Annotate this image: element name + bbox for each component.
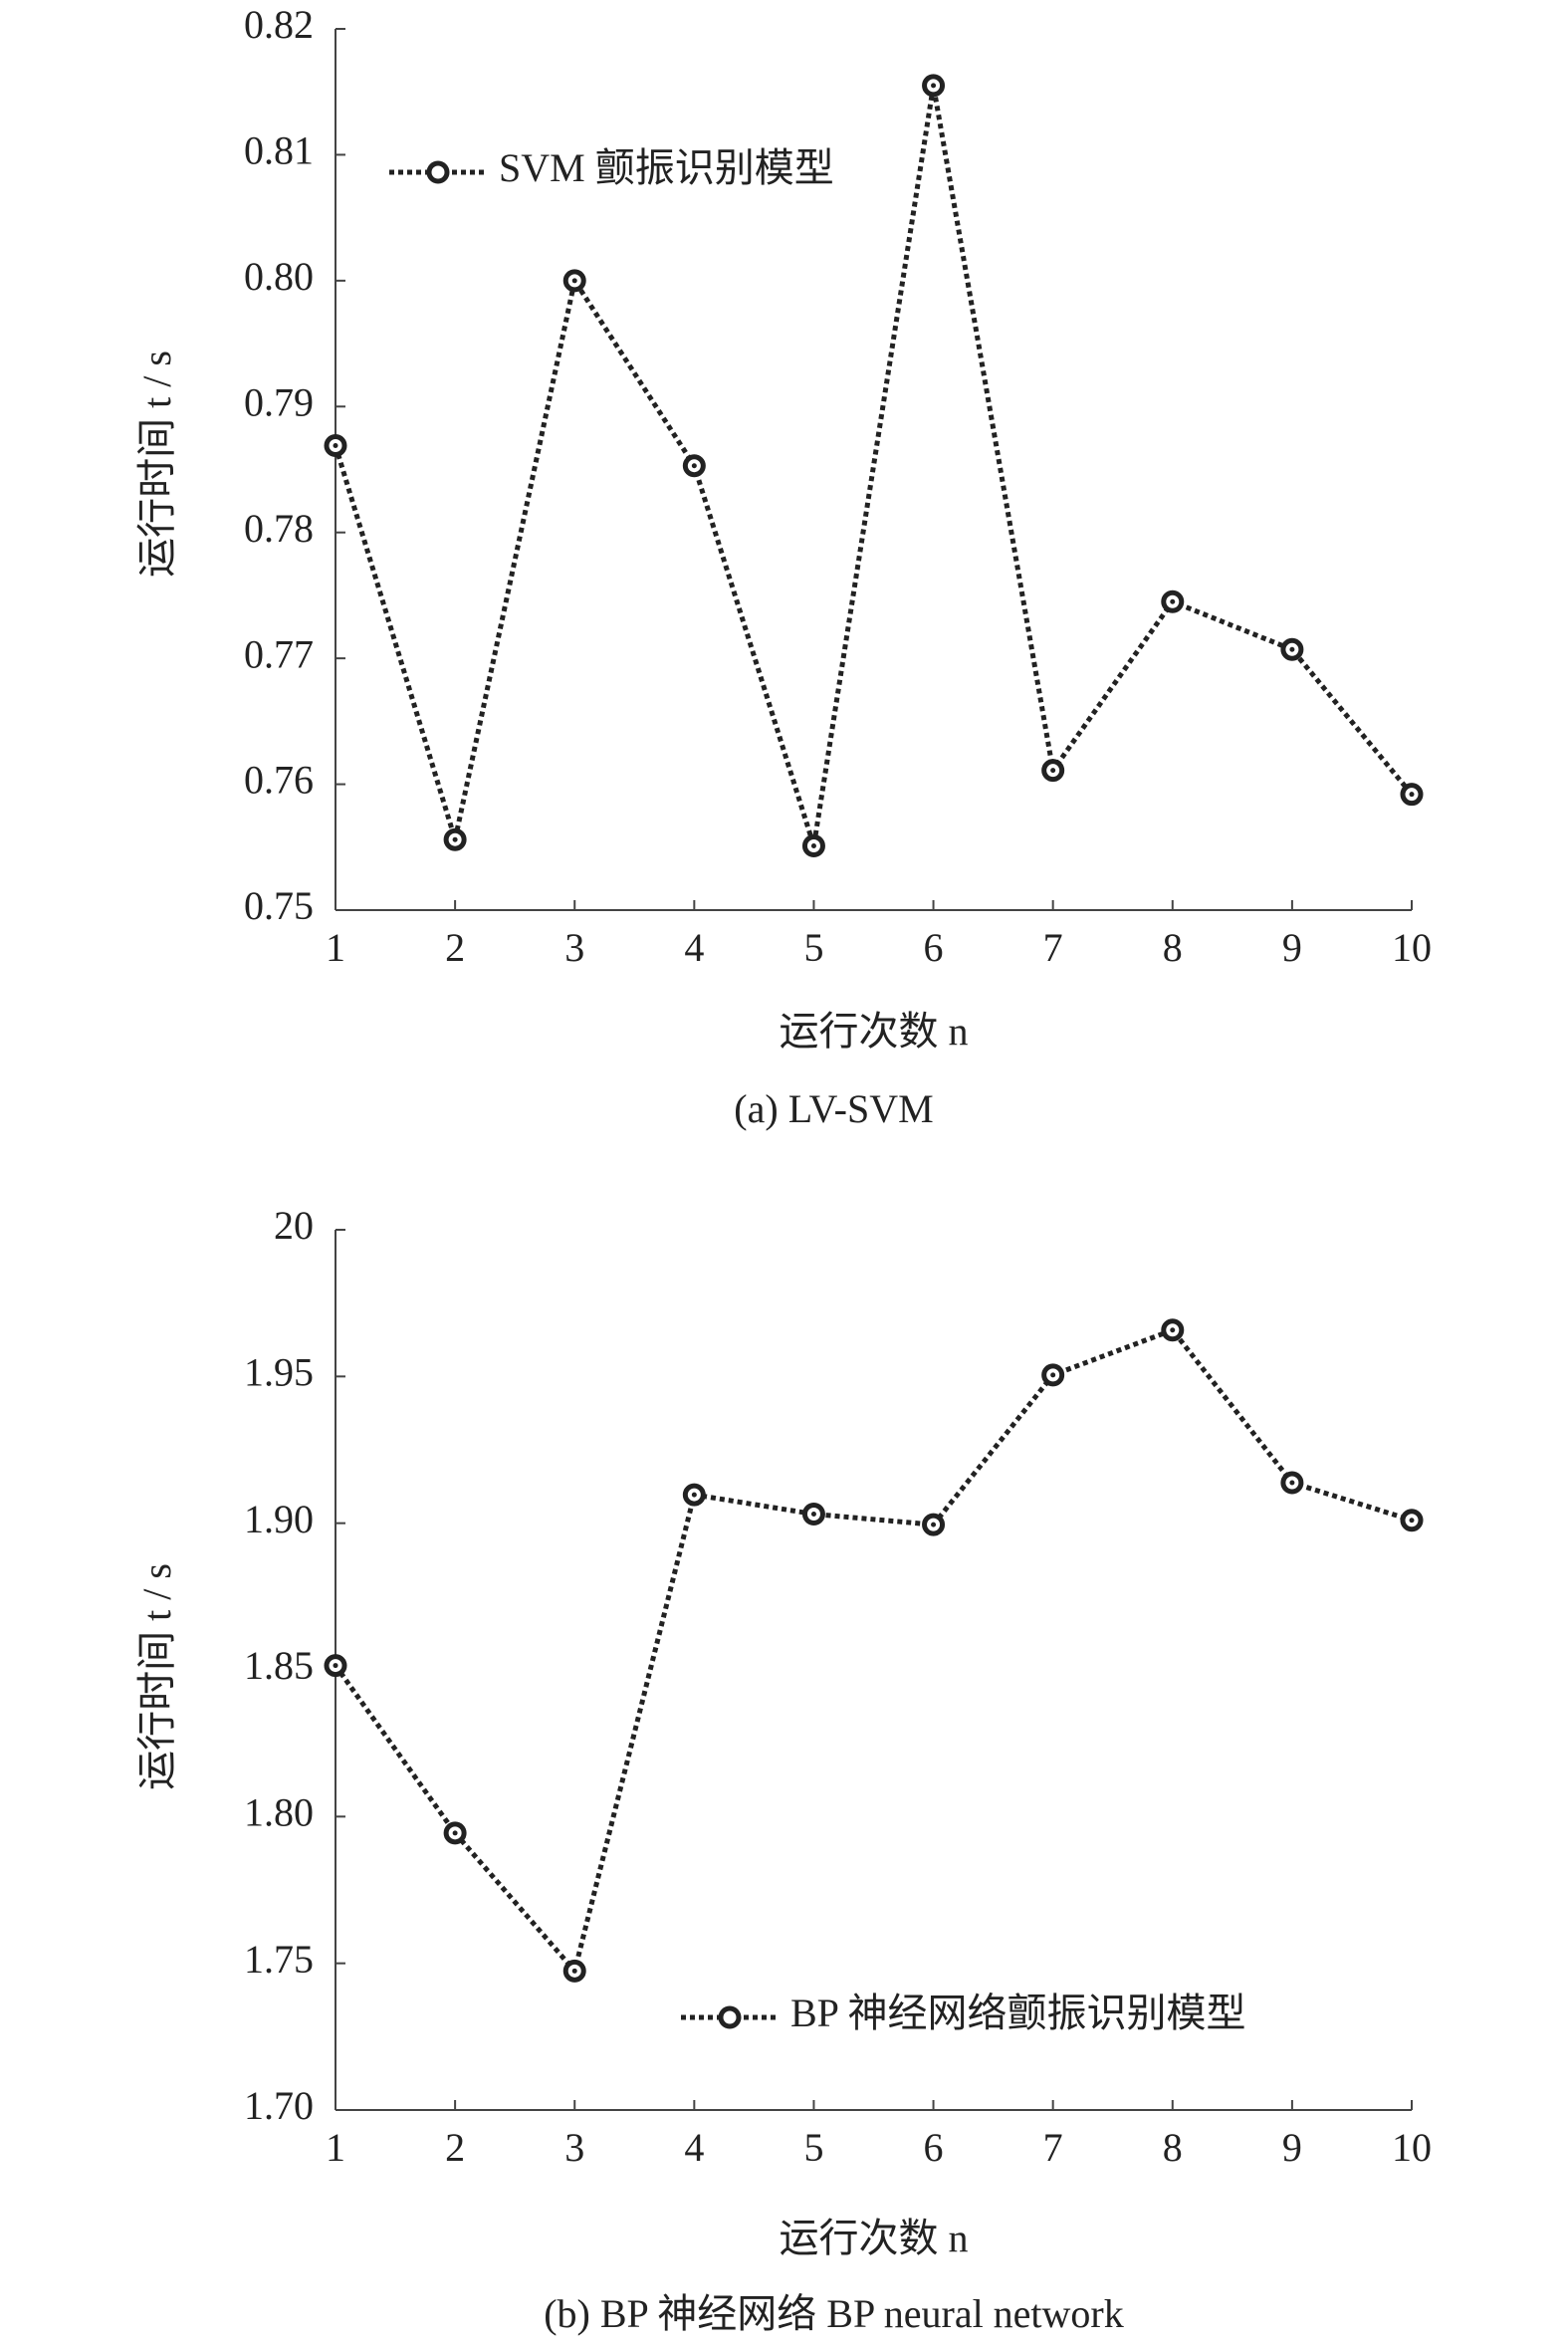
legend-marker [718,2005,742,2029]
marker-dot [810,1512,816,1518]
marker-dot [1050,768,1056,774]
x-tick-label: 6 [924,925,944,970]
x-tick-label: 4 [684,2125,704,2170]
x-tick-label: 2 [445,925,465,970]
point [922,1513,946,1536]
x-tick-label: 5 [803,2125,823,2170]
y-tick-label: 1.90 [244,1497,314,1541]
marker-dot [1409,1518,1415,1524]
point [682,1483,706,1507]
y-tick-label: 1.75 [244,1937,314,1982]
marker-dot [571,1968,577,1974]
series-line [333,1326,1413,1977]
caption: (b) BP 神经网络 BP neural network [544,2291,1124,2336]
marker-dot [691,463,697,469]
point [922,74,946,98]
x-tick-label: 6 [924,2125,944,2170]
x-tick-label: 7 [1043,2125,1063,2170]
point [801,834,825,858]
point [1041,1363,1065,1387]
x-tick-label: 8 [1163,2125,1183,2170]
point [1161,1318,1185,1342]
y-axis-label: 运行时间 t / s [134,351,179,578]
x-tick-label: 1 [326,925,345,970]
point [324,1654,347,1678]
point [1041,759,1065,783]
x-tick-label: 3 [564,925,584,970]
y-tick-label: 0.81 [244,128,314,173]
x-tick-label: 10 [1392,925,1432,970]
y-tick-label: 0.79 [244,379,314,424]
marker-dot [691,1492,697,1498]
x-tick-label: 5 [803,925,823,970]
x-tick-label: 4 [684,925,704,970]
x-tick-label: 8 [1163,925,1183,970]
marker-dot [810,843,816,849]
point [562,269,586,293]
legend-marker [426,160,450,184]
x-tick-label: 2 [445,2125,465,2170]
x-tick-label: 1 [326,2125,345,2170]
point [562,1959,586,1983]
marker-dot [571,278,577,284]
marker-dot [452,1830,458,1836]
x-tick-label: 7 [1043,925,1063,970]
y-tick-label: 0.75 [244,883,314,928]
y-tick-label: 0.76 [244,758,314,803]
x-tick-label: 9 [1282,2125,1302,2170]
marker-dot [931,1522,937,1527]
caption: (a) LV-SVM [734,1086,933,1131]
point [1280,637,1304,661]
y-tick-label: 1.80 [244,1790,314,1835]
point [682,454,706,478]
x-axis-label: 运行次数 n [780,1009,969,1054]
point [1400,1509,1424,1532]
marker-dot [452,836,458,842]
x-tick-label: 3 [564,2125,584,2170]
x-tick-label: 9 [1282,925,1302,970]
y-tick-label: 1.85 [244,1643,314,1688]
legend-label: SVM 颤振识别模型 [499,145,834,190]
y-tick-label: 0.82 [244,2,314,47]
point [1280,1471,1304,1495]
x-axis-label: 运行次数 n [780,2216,969,2260]
y-tick-label: 20 [274,1203,314,1248]
series-line [333,85,1414,850]
y-tick-label: 1.70 [244,2083,314,2128]
y-axis-label: 运行时间 t / s [134,1563,179,1790]
point [324,433,347,457]
y-tick-label: 0.80 [244,254,314,299]
marker-dot [333,442,338,448]
point [1400,783,1424,807]
point [801,1503,825,1526]
marker-dot [1170,1327,1176,1333]
marker-dot [931,83,937,89]
marker-dot [1289,646,1295,652]
marker-dot [1289,1480,1295,1486]
marker-dot [1409,792,1415,798]
marker-dot [1050,1372,1056,1378]
marker-dot [333,1663,338,1669]
y-tick-label: 1.95 [244,1350,314,1395]
point [443,827,467,851]
point [443,1821,467,1845]
legend-label: BP 神经网络颤振识别模型 [790,1991,1245,2035]
point [1161,589,1185,613]
y-tick-label: 0.77 [244,631,314,676]
x-tick-label: 10 [1392,2125,1432,2170]
marker-dot [1170,598,1176,604]
y-tick-label: 0.78 [244,506,314,551]
